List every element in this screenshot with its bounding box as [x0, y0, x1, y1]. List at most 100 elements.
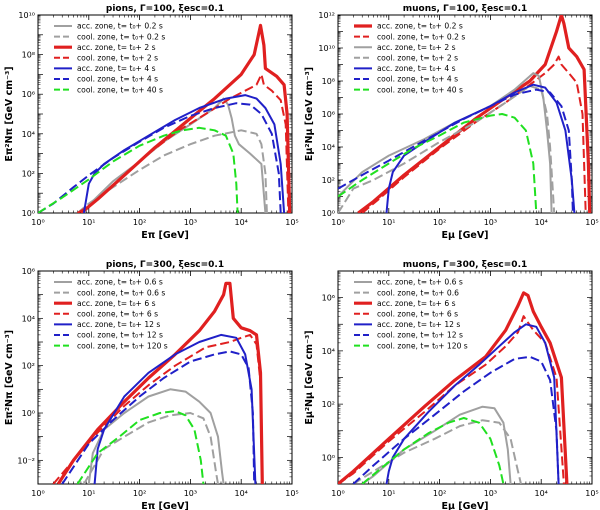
x-tick-label: 10³ — [484, 489, 497, 498]
legend-label: cool. zone, t= t₀+ 0.2 s — [377, 32, 465, 41]
y-tick-label: 10⁶ — [322, 110, 335, 119]
y-tick-label: 10⁶ — [22, 267, 35, 276]
series-line-2 — [338, 291, 569, 484]
series-line-5 — [352, 355, 560, 484]
x-axis-label: Eμ [GeV] — [441, 230, 488, 241]
series-group — [338, 15, 592, 213]
series-group — [38, 23, 292, 213]
legend-label: cool. zone, t= t₀+ 40 s — [77, 85, 163, 94]
legend-label: acc. zone, t= t₀+ 4 s — [77, 64, 156, 73]
y-tick-label: 10² — [322, 176, 335, 185]
chart-title: muons, Γ=300, ξesc=0.1 — [403, 260, 528, 270]
y-tick-label: 10⁴ — [22, 314, 35, 323]
legend-label: acc. zone, t= t₀+ 6 s — [377, 299, 456, 308]
legend-label: acc. zone, t= t₀+ 6 s — [77, 299, 156, 308]
legend-label: cool. zone, t= t₀+ 6 s — [377, 310, 458, 319]
legend-label: cool. zone, t= t₀+ 0.2 s — [77, 32, 165, 41]
series-group — [338, 291, 569, 484]
x-tick-label: 10³ — [184, 489, 197, 498]
x-tick-label: 10⁰ — [31, 218, 44, 227]
y-tick-label: 10⁶ — [22, 90, 35, 99]
x-tick-label: 10² — [433, 489, 446, 498]
series-line-4 — [82, 94, 286, 213]
series-line-3 — [338, 315, 565, 484]
series-line-0 — [87, 388, 225, 484]
x-tick-label: 10⁴ — [535, 218, 548, 227]
series-line-4 — [385, 83, 576, 213]
series-group — [52, 281, 264, 484]
legend-label: acc. zone, t= t₀+ 0.6 s — [377, 278, 463, 287]
series-line-3 — [52, 333, 264, 484]
x-tick-label: 10² — [133, 218, 146, 227]
y-tick-label: 10¹⁰ — [318, 44, 335, 53]
x-tick-label: 10¹ — [82, 218, 95, 227]
y-tick-label: 10⁰ — [322, 453, 335, 462]
chart-title: pions, Γ=300, ξesc=0.1 — [106, 260, 224, 270]
x-tick-label: 10⁰ — [331, 218, 344, 227]
series-line-1 — [361, 55, 587, 213]
y-tick-label: 10¹² — [318, 11, 335, 20]
y-axis-label: Eμ²Nμ [GeV cm⁻³] — [304, 330, 315, 424]
chart-panel-1: 10⁰ 10¹ 10² 10³ 10⁴ 10⁵ 10⁰ 10² 10⁴ 10⁶ 10⁸ 10¹⁰ 10¹… — [304, 4, 599, 241]
y-tick-label: 10⁴ — [322, 347, 335, 356]
series-line-2 — [338, 72, 553, 213]
x-tick-label: 10⁴ — [235, 489, 248, 498]
series-line-4 — [385, 323, 560, 484]
y-tick-label: 10⁴ — [322, 143, 335, 152]
series-line-5 — [338, 88, 574, 213]
chart-title: muons, Γ=100, ξesc=0.1 — [403, 4, 528, 14]
x-tick-label: 10⁵ — [285, 489, 298, 498]
legend-label: cool. zone, t= t₀+ 12 s — [377, 331, 463, 340]
x-tick-label: 10³ — [184, 218, 197, 227]
series-line-5 — [61, 350, 256, 484]
series-line-0 — [83, 97, 267, 213]
x-tick-label: 10² — [133, 489, 146, 498]
legend-label: acc. zone, t= t₀+ 12 s — [377, 320, 460, 329]
x-tick-label: 10² — [433, 218, 446, 227]
legend-label: cool. zone, t= t₀+ 2 s — [77, 54, 158, 63]
series-line-3 — [338, 85, 556, 213]
y-axis-label: Eπ²Nπ [GeV cm⁻³] — [4, 66, 15, 161]
series-line-6 — [76, 410, 205, 484]
chart-panel-2: 10⁰ 10¹ 10² 10³ 10⁴ 10⁵ 10⁻² 10⁰ 10² 10⁴ 10⁶ pions,… — [4, 260, 299, 510]
legend-label: acc. zone, t= t₀+ 4 s — [377, 64, 456, 73]
legend-label: acc. zone, t= t₀+ 0.2 s — [77, 22, 163, 31]
legend-label: acc. zone, t= t₀+ 0.6 s — [77, 278, 163, 287]
x-tick-label: 10³ — [484, 218, 497, 227]
y-tick-label: 10⁴ — [22, 130, 35, 139]
series-line-2 — [79, 23, 292, 213]
plot-frame — [37, 270, 293, 485]
y-tick-label: 10⁰ — [322, 209, 335, 218]
y-tick-label: 10² — [22, 169, 35, 178]
y-axis-label: Eπ²Nπ [GeV cm⁻³] — [4, 330, 15, 425]
chart-title: pions, Γ=100, ξesc=0.1 — [106, 4, 224, 14]
series-line-6 — [38, 126, 239, 213]
y-tick-label: 10² — [22, 362, 35, 371]
chart-panel-3: 10⁰ 10¹ 10² 10³ 10⁴ 10⁵ 10⁰ 10² 10⁴ 10⁶ muons, Γ=3… — [304, 260, 599, 510]
y-tick-label: 10⁸ — [22, 51, 35, 60]
chart-panel-0: 10⁰ 10¹ 10² 10³ 10⁴ 10⁵ 10⁰ 10² 10⁴ 10⁶ 10⁸ 10¹⁰ pio… — [4, 4, 299, 241]
y-tick-label: 10⁰ — [22, 409, 35, 418]
y-tick-label: 10⁸ — [322, 77, 335, 86]
legend-label: cool. zone, t= t₀+ 120 s — [377, 341, 468, 350]
x-tick-label: 10⁵ — [585, 489, 598, 498]
x-tick-label: 10¹ — [82, 489, 95, 498]
y-axis-label: Eμ²Nμ [GeV cm⁻³] — [304, 67, 315, 161]
series-line-6 — [338, 113, 538, 213]
legend-label: cool. zone, t= t₀+ 4 s — [77, 75, 158, 84]
legend-label: cool. zone, t= t₀+ 0.6 s — [77, 288, 165, 297]
legend-label: cool. zone, t= t₀+ 2 s — [377, 54, 458, 63]
legend-label: acc. zone, t= t₀+ 12 s — [77, 320, 160, 329]
legend-label: acc. zone, t= t₀+ 2 s — [377, 43, 456, 52]
series-line-6 — [361, 417, 505, 484]
legend-label: cool. zone, t= t₀+ 12 s — [77, 331, 163, 340]
x-tick-label: 10⁵ — [585, 218, 598, 227]
legend-label: cool. zone, t= t₀+ 40 s — [377, 85, 463, 94]
x-tick-label: 10⁴ — [535, 489, 548, 498]
x-tick-label: 10⁰ — [31, 489, 44, 498]
legend-label: acc. zone, t= t₀+ 2 s — [77, 43, 156, 52]
legend-label: cool. zone, t= t₀+ 6 s — [77, 310, 158, 319]
legend-label: cool. zone, t= t₀+ 120 s — [77, 341, 168, 350]
x-axis-label: Eπ [GeV] — [141, 230, 189, 241]
